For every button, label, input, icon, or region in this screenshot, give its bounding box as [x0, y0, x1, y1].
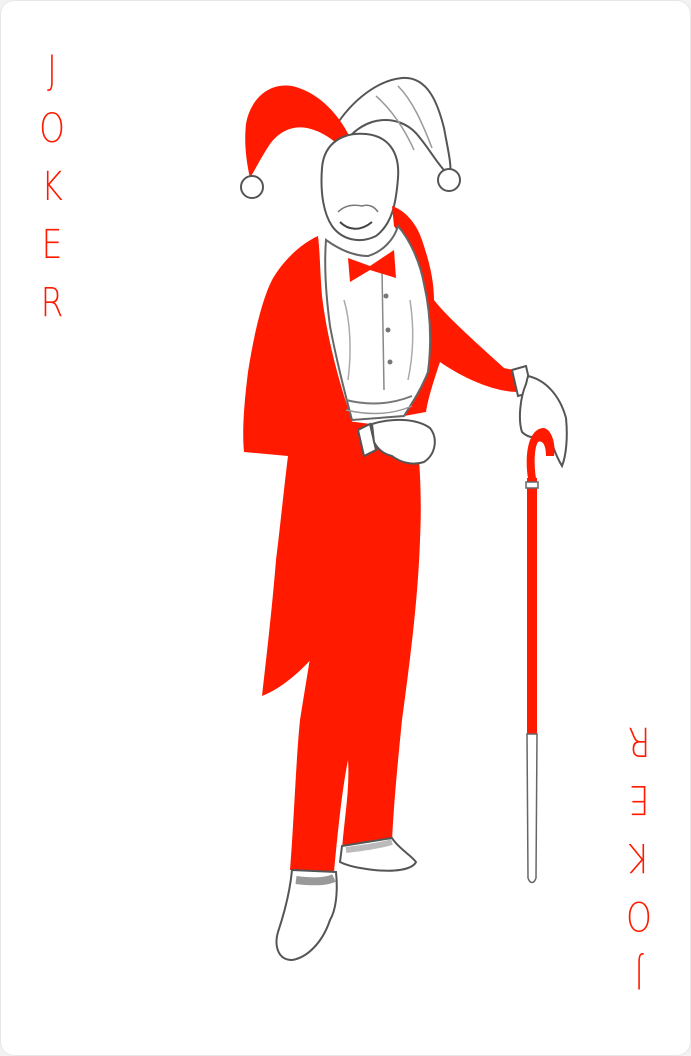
hat-bell-left: [240, 175, 264, 199]
coat-red: [243, 236, 352, 696]
bow-tie: [348, 250, 396, 282]
rank-index-top: J O K E R: [32, 42, 72, 332]
rank-letter: J: [47, 48, 57, 94]
cane-hand: [518, 374, 568, 469]
rank-letter: E: [41, 222, 63, 268]
rank-letter: O: [39, 106, 65, 152]
jester-hat-red: [245, 85, 352, 178]
hat-bell-right: [437, 168, 461, 192]
hip-cuff: [356, 422, 378, 458]
cane-shaft: [527, 478, 537, 734]
cane-ring: [525, 481, 539, 489]
face: [320, 132, 400, 242]
trousers-red: [290, 420, 421, 872]
rank-letter: R: [40, 280, 64, 326]
hip-hand: [370, 418, 436, 465]
cane-tip: [526, 733, 538, 884]
rank-letter: K: [41, 164, 63, 210]
shoe-left: [275, 868, 338, 962]
cane-handle: [526, 428, 555, 478]
